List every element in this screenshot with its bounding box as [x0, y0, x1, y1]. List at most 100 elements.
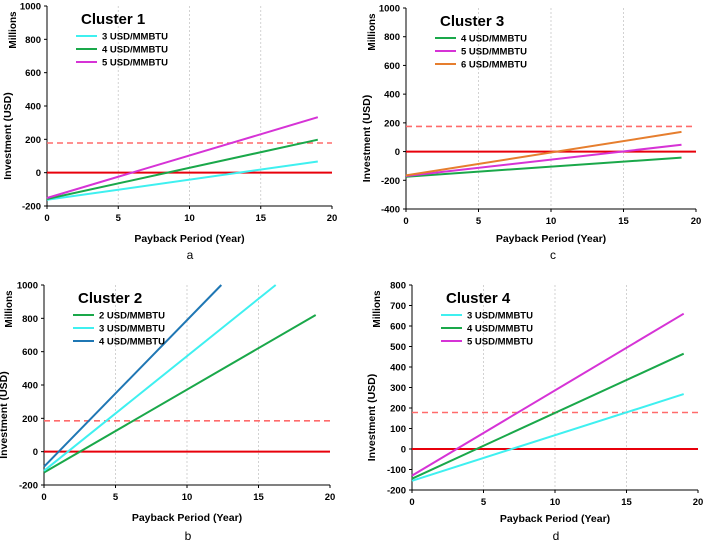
y-axis-title: Investment (USD)	[0, 371, 10, 459]
y-tick-label: 1000	[379, 4, 400, 15]
chart-panel-d: -200 -100 0 100 200 300 400 500 600 700 800 0 5 10 15 2…	[366, 281, 703, 543]
y-tick-label: 400	[22, 381, 38, 392]
y-tick-label: 100	[390, 424, 406, 435]
chart-title: Cluster 3	[440, 13, 504, 30]
y-tick-label: 1000	[17, 281, 38, 292]
series-line-1	[46, 160, 318, 201]
x-tick-label: 0	[403, 216, 408, 227]
x-tick-label: 15	[255, 213, 266, 224]
x-tick-label: 5	[116, 213, 122, 224]
units-label: Millions	[4, 290, 15, 328]
legend-label: 4 USD/MMBTU	[461, 34, 527, 45]
y-tick-label: 0	[395, 147, 400, 158]
y-tick-label: 200	[25, 135, 41, 146]
x-axis-title: Payback Period (Year)	[132, 512, 242, 524]
series-line-2	[43, 284, 277, 472]
y-tick-label: 600	[384, 61, 400, 72]
y-tick-label: 0	[401, 445, 406, 456]
x-axis-title: Payback Period (Year)	[500, 513, 610, 525]
y-tick-label: 800	[390, 281, 406, 292]
y-tick-label: 0	[33, 447, 38, 458]
series-line-1	[411, 393, 685, 482]
series-line-1	[43, 314, 317, 474]
chart-title: Cluster 1	[81, 11, 145, 28]
y-tick-label: -200	[19, 481, 38, 492]
y-tick-label: 400	[25, 102, 41, 113]
legend-label: 3 USD/MMBTU	[467, 311, 533, 322]
y-tick-label: 200	[390, 404, 406, 415]
x-tick-label: 10	[182, 492, 193, 503]
x-tick-label: 5	[481, 497, 487, 508]
chart-panel-c: -400 -200 0 200 400 600 800 1000 0 5 10 15 20 Cluster…	[361, 4, 701, 263]
legend-label: 5 USD/MMBTU	[461, 47, 527, 58]
x-tick-label: 0	[41, 492, 46, 503]
y-tick-label: 800	[22, 314, 38, 325]
series-line-2	[405, 143, 682, 177]
y-tick-label: 500	[390, 342, 406, 353]
y-tick-label: 0	[36, 168, 41, 179]
y-tick-label: 800	[384, 32, 400, 43]
y-tick-label: 300	[390, 383, 406, 394]
y-tick-label: -400	[381, 205, 400, 216]
y-tick-label: -200	[387, 486, 406, 497]
x-tick-label: 0	[409, 497, 414, 508]
legend-label: 3 USD/MMBTU	[102, 32, 168, 43]
x-tick-label: 15	[253, 492, 264, 503]
panel-letter: d	[553, 529, 560, 543]
y-tick-label: 800	[25, 35, 41, 46]
chart-title: Cluster 2	[78, 290, 142, 307]
y-axis-title: Investment (USD)	[366, 374, 378, 462]
panel-letter: c	[550, 248, 556, 262]
y-axis-title: Investment (USD)	[2, 92, 14, 180]
legend-label: 4 USD/MMBTU	[467, 324, 533, 335]
units-label: Millions	[372, 290, 383, 328]
series-line-3	[405, 130, 682, 177]
x-axis-title: Payback Period (Year)	[496, 233, 606, 245]
y-tick-label: 200	[22, 414, 38, 425]
y-tick-label: -200	[22, 202, 41, 213]
y-tick-label: 600	[25, 68, 41, 79]
y-tick-label: 600	[22, 347, 38, 358]
legend-label: 2 USD/MMBTU	[99, 311, 165, 322]
x-tick-label: 20	[693, 497, 704, 508]
x-tick-label: 20	[691, 216, 702, 227]
x-tick-label: 0	[44, 213, 49, 224]
x-tick-label: 15	[618, 216, 629, 227]
x-tick-label: 15	[621, 497, 632, 508]
legend-label: 4 USD/MMBTU	[99, 337, 165, 348]
y-axis-title: Investment (USD)	[361, 95, 373, 183]
y-tick-label: 600	[390, 322, 406, 333]
y-tick-label: 700	[390, 301, 406, 312]
legend-label: 3 USD/MMBTU	[99, 324, 165, 335]
x-axis-title: Payback Period (Year)	[134, 233, 244, 245]
series-line-3	[411, 312, 685, 477]
x-tick-label: 10	[550, 497, 561, 508]
y-tick-label: 1000	[20, 2, 41, 13]
x-tick-label: 5	[476, 216, 482, 227]
x-tick-label: 20	[327, 213, 338, 224]
units-label: Millions	[8, 11, 19, 49]
panel-letter: b	[185, 529, 192, 543]
y-tick-label: 400	[390, 363, 406, 374]
y-tick-label: -100	[387, 465, 406, 476]
chart-title: Cluster 4	[446, 290, 511, 307]
y-tick-label: 200	[384, 118, 400, 129]
x-tick-label: 5	[113, 492, 119, 503]
series-line-3	[46, 116, 319, 199]
series-line-3	[43, 284, 223, 468]
legend-label: 6 USD/MMBTU	[461, 60, 527, 71]
legend-label: 5 USD/MMBTU	[467, 337, 533, 348]
legend-label: 5 USD/MMBTU	[102, 58, 168, 69]
y-tick-label: -200	[381, 176, 400, 187]
series-line-1	[405, 156, 682, 178]
x-tick-label: 20	[325, 492, 336, 503]
legend-label: 4 USD/MMBTU	[102, 45, 168, 56]
x-tick-label: 10	[184, 213, 195, 224]
series-line-2	[411, 352, 685, 480]
y-tick-label: 400	[384, 90, 400, 101]
x-tick-label: 10	[546, 216, 557, 227]
panel-letter: a	[187, 248, 194, 262]
